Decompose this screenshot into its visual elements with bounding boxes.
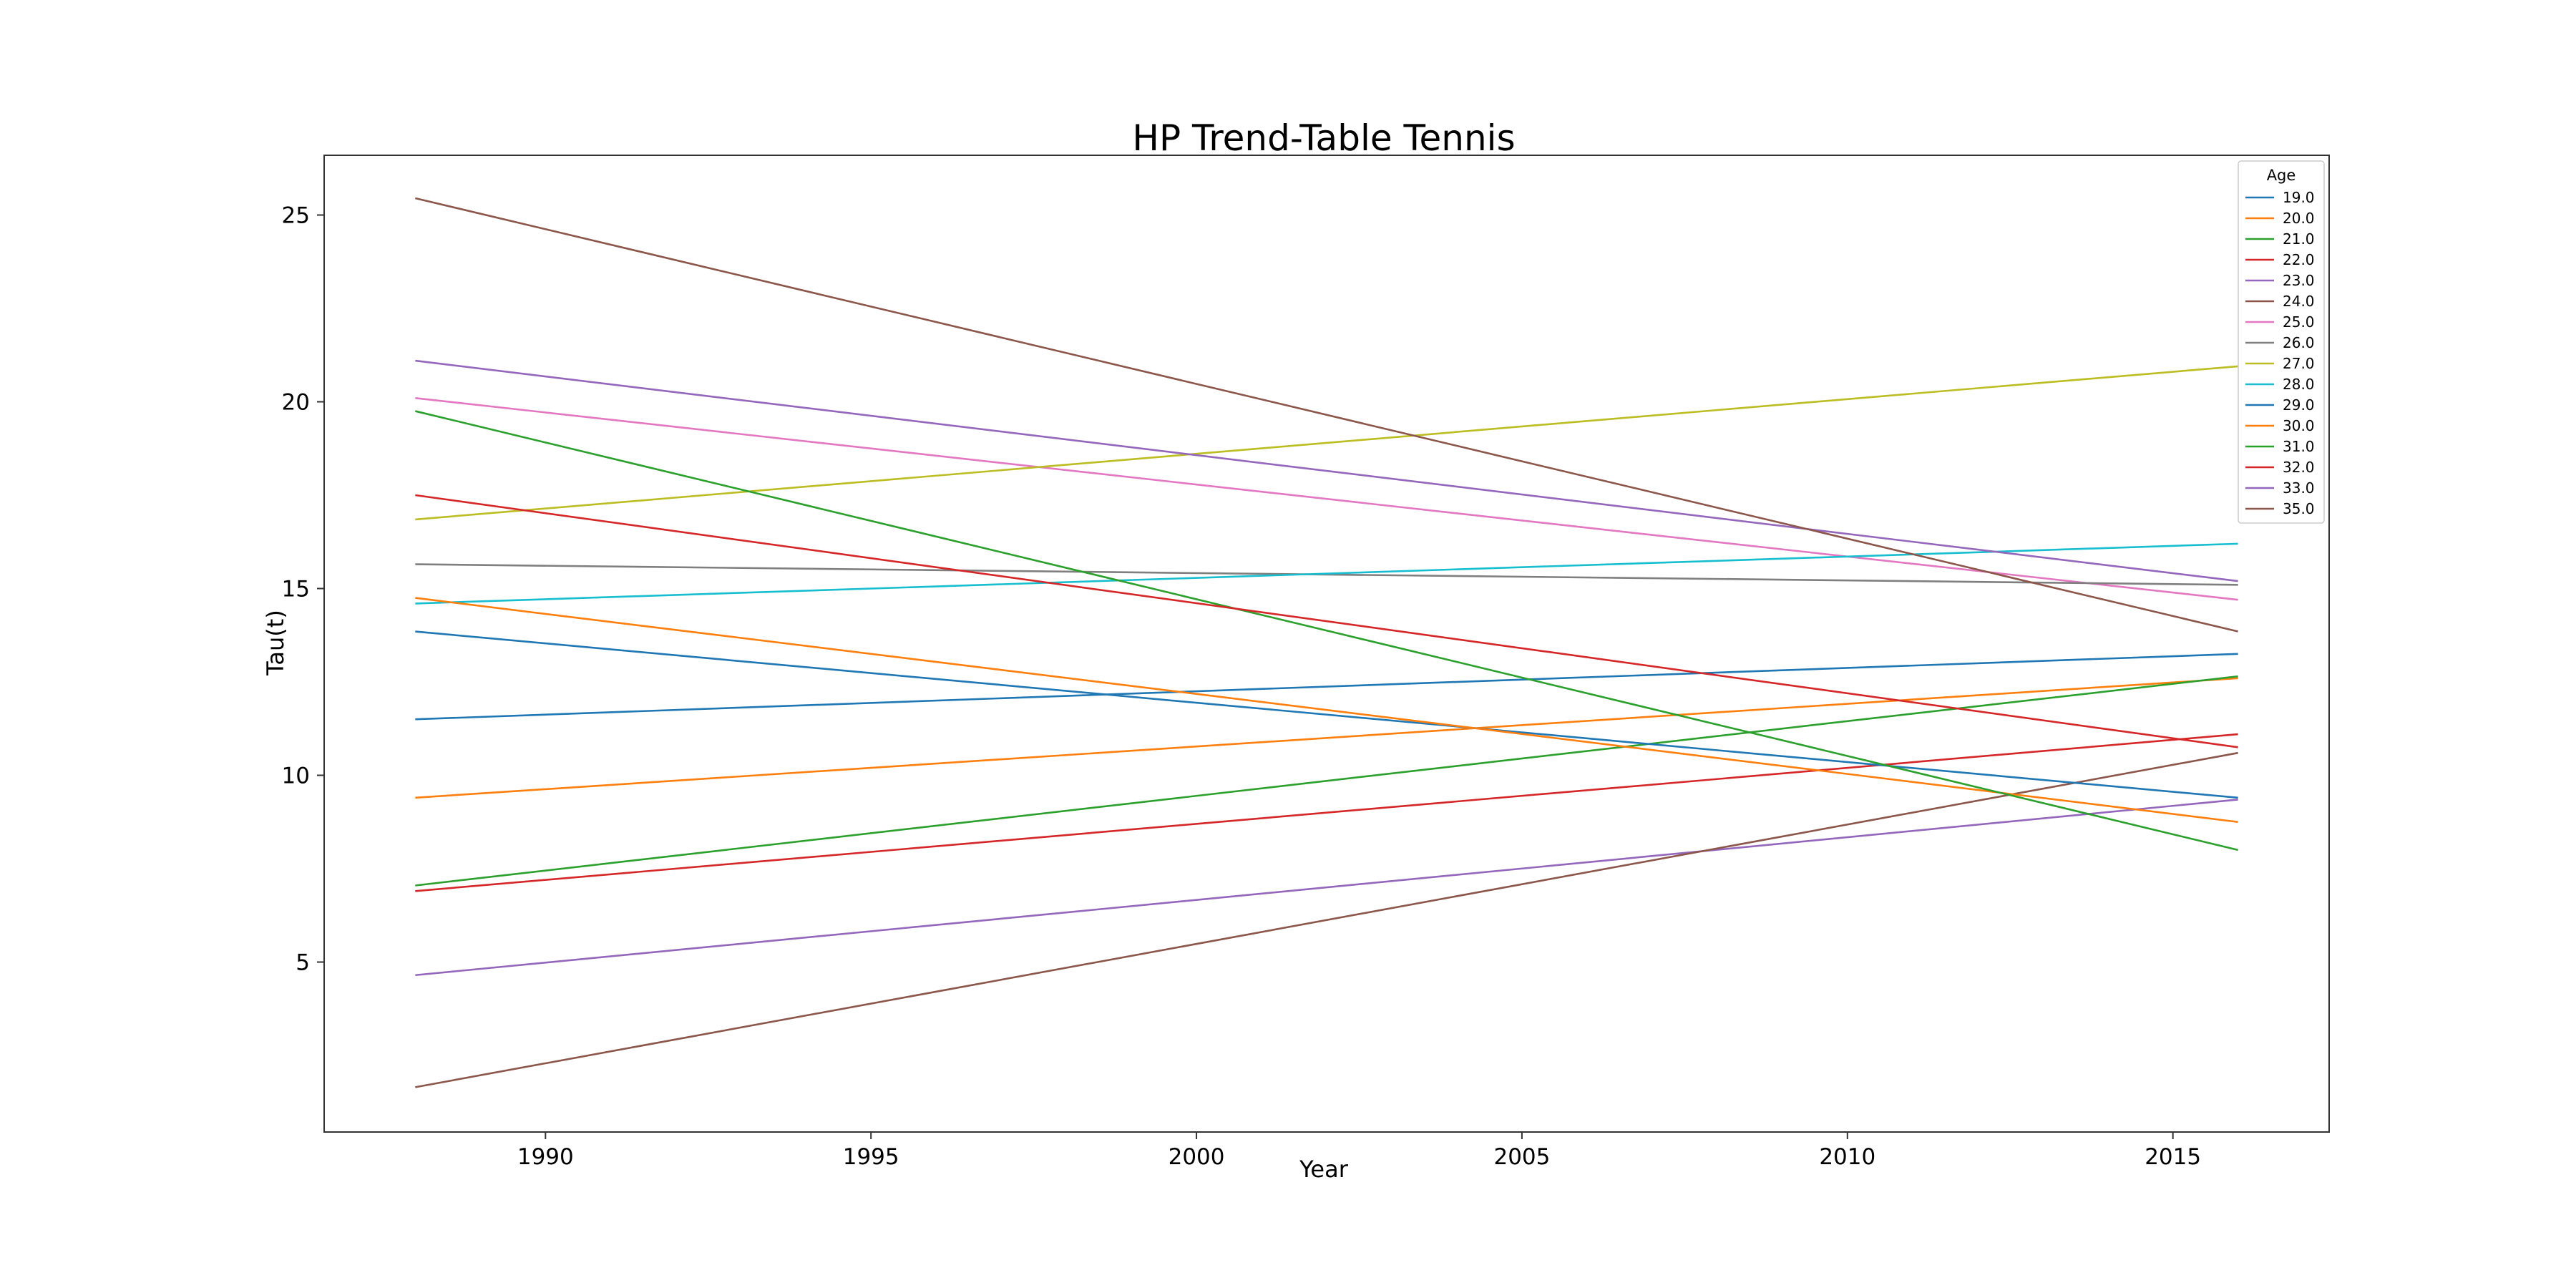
- legend-label-7: 26.0: [2283, 334, 2315, 351]
- series-line-4: [415, 799, 2238, 977]
- series-line-0: [415, 653, 2238, 721]
- series-line-1: [415, 677, 2238, 799]
- series-line-2: [415, 675, 2238, 887]
- series-line-3: [415, 733, 2238, 892]
- series-line-13: [415, 494, 2238, 748]
- series-line-6: [415, 396, 2238, 601]
- legend-label-6: 25.0: [2283, 313, 2315, 331]
- y-axis-ticks: 5 10 15 20 25: [282, 203, 324, 975]
- x-tick-label-2: 2000: [1169, 1144, 1225, 1170]
- y-axis-label: Tau(t): [262, 610, 289, 676]
- legend-label-8: 27.0: [2283, 355, 2315, 372]
- legend-box: [2238, 160, 2325, 524]
- legend-label-9: 28.0: [2283, 376, 2315, 393]
- legend-label-1: 20.0: [2283, 210, 2315, 227]
- series-line-15: [415, 197, 2238, 633]
- legend-label-12: 31.0: [2283, 438, 2315, 455]
- legend-label-3: 22.0: [2283, 251, 2315, 268]
- legend-label-4: 23.0: [2283, 272, 2315, 289]
- legend-label-5: 24.0: [2283, 293, 2315, 310]
- legend-label-11: 30.0: [2283, 417, 2315, 434]
- y-tick-label-4: 25: [282, 203, 310, 229]
- x-tick-label-1: 1995: [843, 1144, 899, 1170]
- x-axis-ticks: 1990 1995 2000 2005 2010 2015: [517, 1132, 2201, 1170]
- legend-label-0: 19.0: [2283, 189, 2315, 206]
- legend-title: Age: [2267, 167, 2296, 184]
- x-tick-label-4: 2010: [1819, 1144, 1875, 1170]
- y-tick-label-3: 20: [282, 390, 310, 416]
- y-tick-label-1: 10: [282, 763, 310, 789]
- legend-label-2: 21.0: [2283, 230, 2315, 248]
- x-tick-label-5: 2015: [2145, 1144, 2201, 1170]
- series-line-5: [415, 751, 2238, 1088]
- plot-area-frame: [323, 155, 2330, 1133]
- series-line-12: [415, 410, 2238, 852]
- legend: Age 19.0 20.0 21.0 22.0 23.0 24.0 25.0 26.0 27.0…: [2238, 160, 2325, 524]
- series-line-10: [415, 630, 2238, 799]
- legend-label-15: 35.0: [2283, 500, 2315, 517]
- series-line-7: [415, 563, 2238, 586]
- series-line-9: [415, 542, 2238, 605]
- chart-title: HP Trend-Table Tennis: [1132, 117, 1515, 159]
- series-line-14: [415, 359, 2238, 582]
- series-line-8: [415, 365, 2238, 521]
- series-line-11: [415, 597, 2238, 824]
- plot-lines: [415, 197, 2238, 1088]
- x-axis-label: Year: [1299, 1156, 1349, 1183]
- legend-label-10: 29.0: [2283, 396, 2315, 414]
- x-tick-label-3: 2005: [1493, 1144, 1550, 1170]
- legend-label-13: 32.0: [2283, 459, 2315, 476]
- y-tick-label-2: 15: [282, 577, 310, 602]
- x-tick-label-0: 1990: [517, 1144, 574, 1170]
- y-tick-label-0: 5: [296, 950, 310, 975]
- legend-label-14: 33.0: [2283, 479, 2315, 497]
